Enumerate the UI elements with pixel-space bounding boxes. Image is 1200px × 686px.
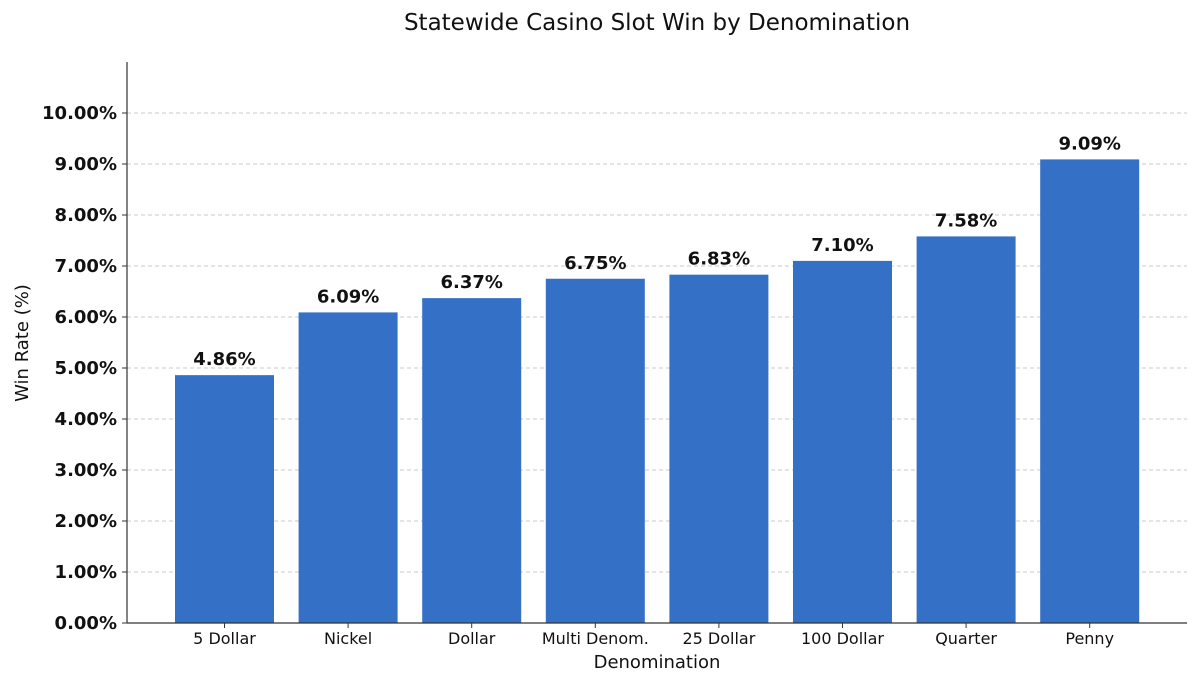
x-tick-label: Penny <box>1065 629 1114 648</box>
x-tick-label: 25 Dollar <box>682 629 755 648</box>
data-labels: 4.86% 6.09% 6.37% 6.75% 6.83% 7.10% 7.58% 9.09% <box>193 133 1121 370</box>
bar <box>793 260 892 623</box>
bar-value-label: 7.10% <box>811 235 873 256</box>
bar-value-label: 9.09% <box>1058 133 1120 154</box>
x-axis-ticks: 5 Dollar Nickel Dollar Multi Denom. 25 Dolla… <box>193 623 1114 648</box>
bar-value-label: 6.83% <box>688 249 750 270</box>
bar <box>422 298 522 623</box>
bar <box>916 236 1016 624</box>
y-tick-label: 6.00% <box>55 307 117 328</box>
y-tick-label: 5.00% <box>55 358 117 379</box>
bar-value-label: 6.09% <box>317 286 379 307</box>
x-tick-label: Dollar <box>448 629 496 648</box>
x-tick-label: 100 Dollar <box>801 629 884 648</box>
chart-title: Statewide Casino Slot Win by Denominatio… <box>404 10 910 36</box>
bar-value-label: 6.75% <box>564 253 626 274</box>
y-tick-label: 2.00% <box>55 511 117 532</box>
bar-value-label: 6.37% <box>440 272 502 293</box>
y-tick-label: 1.00% <box>55 562 117 583</box>
bar-value-label: 4.86% <box>193 349 255 370</box>
y-axis-label: Win Rate (%) <box>12 284 33 402</box>
bar <box>298 312 398 623</box>
y-tick-label: 9.00% <box>55 154 117 175</box>
y-tick-label: 4.00% <box>55 409 117 430</box>
y-tick-label: 8.00% <box>55 205 117 226</box>
bar-value-label: 7.58% <box>935 210 997 231</box>
y-tick-label: 10.00% <box>42 103 117 124</box>
bar <box>545 278 645 623</box>
x-axis-label: Denomination <box>594 652 721 673</box>
y-tick-label: 7.00% <box>55 256 117 277</box>
y-tick-label: 3.00% <box>55 460 117 481</box>
x-tick-label: 5 Dollar <box>193 629 256 648</box>
bar <box>1040 159 1140 623</box>
y-tick-label: 0.00% <box>55 613 117 634</box>
y-axis-ticks: 0.00% 1.00% 2.00% 3.00% 4.00% 5.00% 6.00% 7.00%… <box>42 103 127 634</box>
x-tick-label: Multi Denom. <box>542 629 649 648</box>
x-tick-label: Quarter <box>935 629 997 648</box>
bars <box>175 159 1140 624</box>
bar <box>175 375 274 623</box>
bar <box>669 274 769 623</box>
x-tick-label: Nickel <box>324 629 372 648</box>
grid-lines <box>127 112 1187 573</box>
